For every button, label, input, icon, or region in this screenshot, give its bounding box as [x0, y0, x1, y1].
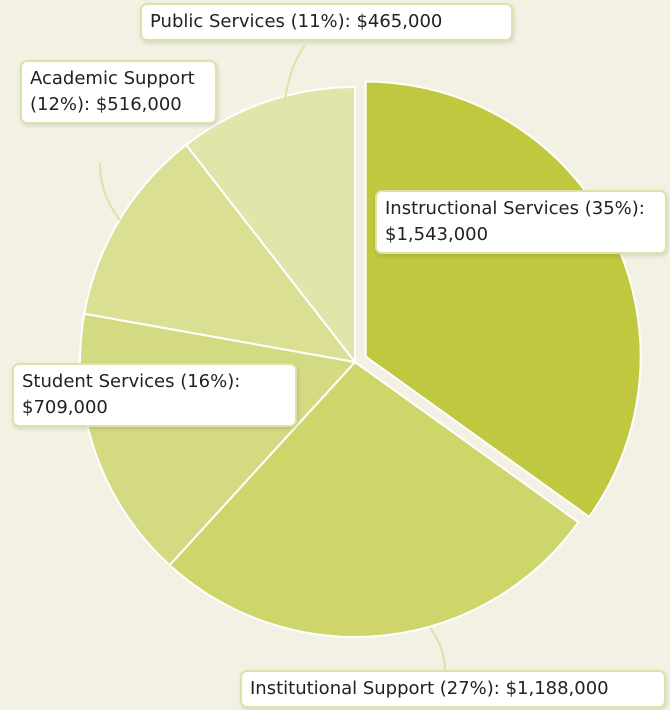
leader-line [284, 44, 306, 101]
leader-line [99, 162, 121, 221]
data-label: Academic Support (12%): $516,000 [20, 60, 217, 124]
pie-slice [168, 360, 580, 638]
data-label: Public Services (11%): $465,000 [140, 3, 513, 41]
leader-line [429, 627, 446, 671]
pie-slice [184, 85, 356, 365]
data-label: Instructional Services (35%): $1,543,000 [375, 190, 667, 254]
data-label: Student Services (16%): $709,000 [12, 363, 297, 427]
data-label: Institutional Support (27%): $1,188,000 [240, 670, 666, 708]
